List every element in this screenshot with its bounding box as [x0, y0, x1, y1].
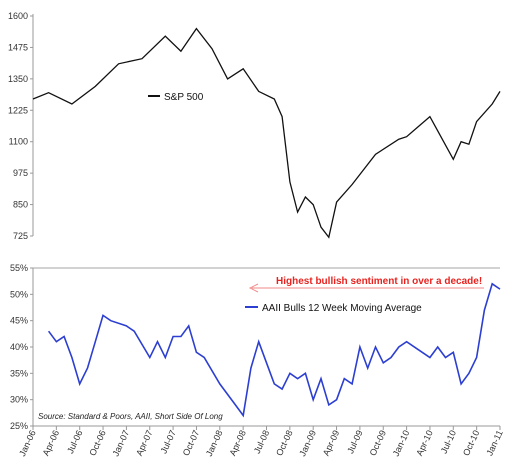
top-y-tick-label: 1225 [8, 105, 28, 115]
top-y-tick-label: 850 [13, 200, 28, 210]
top-y-tick-label: 1100 [9, 137, 28, 147]
x-tick-label: Jan-10 [391, 429, 412, 458]
legend-aaii: AAII Bulls 12 Week Moving Average [245, 303, 422, 314]
x-tick-label: Jul-10 [439, 429, 458, 455]
annotation-highest-bullish: Highest bullish sentiment in over a deca… [248, 276, 484, 293]
x-tick-label: Jan-09 [297, 429, 318, 458]
bottom-y-ticks: 55% 50% 45% 40% 35% 30% 25% [10, 263, 33, 431]
x-tick-label: Apr-09 [321, 429, 341, 458]
top-y-tick-label: 1475 [8, 42, 28, 52]
bottom-y-tick-label: 55% [10, 263, 28, 273]
x-tick-label: Oct-09 [368, 429, 388, 458]
x-tick-label: Oct-07 [181, 429, 201, 458]
x-tick-label: Oct-06 [87, 429, 107, 458]
series-line-sp500 [32, 27, 501, 239]
x-tick-label: Apr-06 [41, 429, 61, 458]
x-tick-label: Apr-08 [227, 429, 247, 458]
x-tick-label: Oct-10 [461, 429, 481, 458]
legend-label-aaii: AAII Bulls 12 Week Moving Average [262, 303, 422, 314]
x-tick-label: Jul-09 [345, 429, 364, 455]
x-tick-label: Jan-11 [484, 429, 504, 458]
x-tick-label: Jan-07 [111, 429, 132, 458]
bottom-y-tick-label: 40% [10, 342, 28, 352]
x-tick-label: Jan-06 [17, 429, 38, 458]
annotation-arrow-head [248, 283, 259, 293]
top-y-ticks: 1600 1475 1350 1225 1100 975 850 725 [8, 11, 33, 241]
x-tick-label: Jul-08 [252, 429, 271, 455]
bottom-y-tick-label: 25% [10, 421, 28, 431]
legend-sp500: S&P 500 [148, 92, 204, 103]
x-tick-label: Jul-07 [158, 429, 177, 455]
aaii-panel: 55% 50% 45% 40% 35% 30% 25% Jan-06 Apr-06 Jul-06… [10, 263, 505, 458]
top-y-tick-label: 1600 [8, 11, 28, 21]
x-tick-label: Apr-10 [414, 429, 434, 458]
bottom-y-tick-label: 50% [10, 289, 28, 299]
source-note: Source: Standard & Poors, AAII, Short Si… [38, 412, 223, 421]
x-ticks: Jan-06 Apr-06 Jul-06 Oct-06 Jan-07 Apr-07 Jul-… [17, 426, 505, 458]
top-y-tick-label: 725 [13, 231, 28, 241]
annotation-text: Highest bullish sentiment in over a deca… [276, 276, 482, 287]
x-tick-label: Jul-06 [65, 429, 84, 455]
x-tick-label: Jan-08 [204, 429, 225, 458]
top-y-tick-label: 1350 [8, 74, 28, 84]
sp500-panel: 1600 1475 1350 1225 1100 975 850 725 S&P 500 [8, 11, 501, 241]
x-tick-label: Oct-08 [274, 429, 294, 458]
top-y-tick-label: 975 [13, 168, 28, 178]
bottom-y-tick-label: 35% [10, 368, 28, 378]
bottom-y-tick-label: 45% [10, 316, 28, 326]
x-tick-label: Apr-07 [134, 429, 154, 458]
legend-label-sp500: S&P 500 [164, 92, 204, 103]
series-line-aaii [47, 282, 501, 418]
bottom-y-tick-label: 30% [10, 395, 28, 405]
